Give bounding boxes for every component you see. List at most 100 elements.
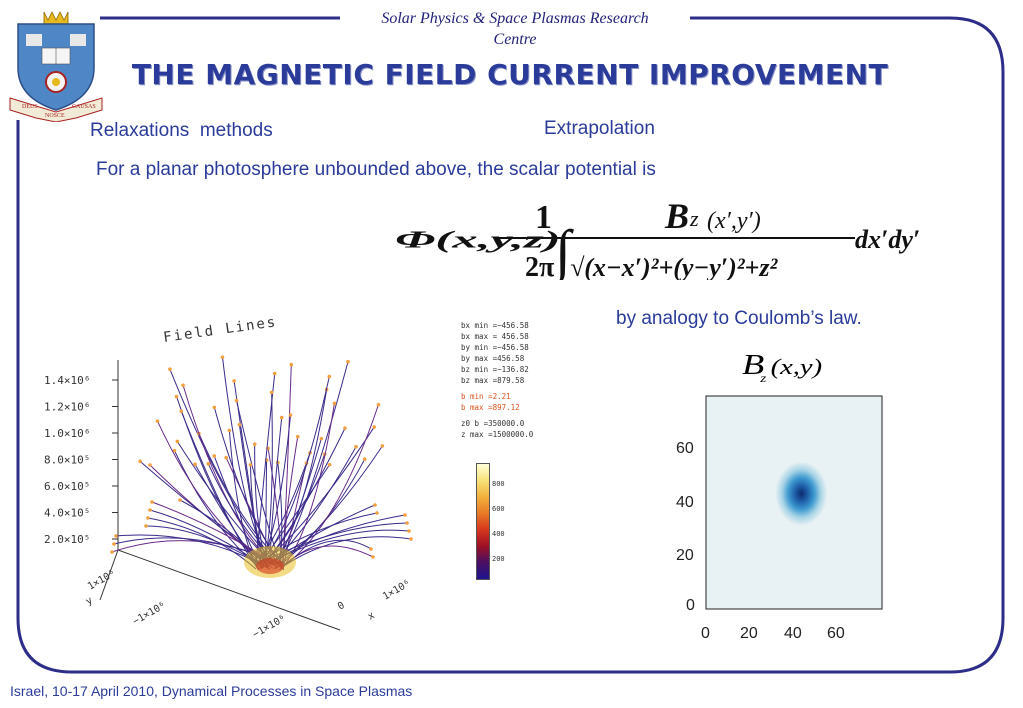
field-line-endpoint	[146, 516, 150, 520]
relaxation-methods-heading: Relaxations methods	[90, 120, 273, 141]
slide-title: THE MAGNETIC FIELD CURRENT IMPROVEMENT	[131, 58, 889, 91]
x-tick: 20	[740, 625, 758, 642]
institution-name: Solar Physics & Space Plasmas Research C…	[350, 8, 680, 50]
field-stat-line: bx max = 456.58	[461, 332, 529, 341]
field-stats-panel: bx min =−456.58 bx max = 456.58 by min =−4…	[461, 320, 533, 440]
y-tick: 40	[676, 494, 694, 511]
field-line-endpoint	[155, 419, 160, 424]
field-line-endpoint	[375, 511, 379, 515]
field-line	[283, 539, 372, 566]
field-line-endpoint	[327, 374, 332, 379]
field-line-endpoint	[148, 508, 152, 512]
x-axis	[117, 549, 341, 631]
x-tick: 60	[827, 625, 845, 642]
field-lines-plot: Field Lines 1.4×10⁶ 1.2×10⁶ 1.0×10⁶ 8.0×10⁵…	[40, 300, 540, 640]
field-line-endpoint	[272, 371, 277, 376]
field-line	[147, 517, 257, 570]
field-line-endpoint	[288, 413, 293, 417]
field-line-endpoint	[181, 383, 185, 388]
field-stat-line: b min =2.21	[461, 392, 511, 401]
z-tick-label: 8.0×10⁵	[44, 454, 90, 467]
svg-text:CAUSAS: CAUSAS	[72, 104, 96, 110]
scalar-potential-formula: Φ(x,y,z) 1 ∫ B z (x′,y′) dx′dy′ 2π √(x−x…	[395, 196, 920, 286]
x-tick: 0	[701, 625, 710, 642]
field-line-endpoint	[179, 409, 184, 414]
field-line-endpoint	[237, 422, 242, 427]
svg-text:DEUS: DEUS	[22, 104, 38, 110]
field-line-endpoint	[220, 355, 225, 360]
magnetic-blob	[775, 461, 828, 526]
field-line-endpoint	[168, 367, 172, 371]
field-line-endpoint	[295, 434, 300, 439]
field-line-endpoint	[362, 457, 367, 461]
field-line-endpoint	[371, 555, 375, 559]
z-tick-label: 1.2×10⁶	[44, 401, 90, 414]
svg-text:Φ(x,y,z): Φ(x,y,z)	[395, 227, 561, 253]
colorbar-ticks: 800 600 400 200	[492, 472, 505, 572]
field-line-endpoint	[112, 542, 116, 546]
y-tick-neg: −1×10⁶	[131, 600, 168, 628]
svg-text:B: B	[664, 200, 689, 236]
field-line-endpoint	[343, 426, 347, 430]
svg-text:√(x−x′)²+(y−y′)²+z²: √(x−x′)²+(y−y′)²+z²	[570, 253, 778, 280]
x-tick: 40	[784, 625, 802, 642]
svg-text:2π: 2π	[525, 252, 555, 280]
svg-text:NOSCE: NOSCE	[45, 113, 65, 119]
colorbar-tick: 600	[492, 505, 505, 513]
field-line-endpoint	[175, 439, 180, 444]
field-line-endpoint	[407, 529, 411, 533]
field-line-endpoint	[369, 547, 373, 551]
scalar-potential-text: For a planar photosphere unbounded above…	[96, 159, 656, 180]
svg-text:(x,y): (x,y)	[771, 354, 823, 379]
svg-text:dx′dy′: dx′dy′	[855, 225, 920, 254]
field-line-endpoint	[206, 461, 211, 466]
field-line-endpoint	[289, 362, 294, 367]
field-line-endpoint	[178, 498, 182, 502]
y-axis	[99, 549, 119, 601]
footpoint-core	[256, 558, 284, 574]
x-tick-pos: 1×10⁶	[381, 578, 413, 603]
colorbar-tick: 800	[492, 480, 505, 488]
field-stat-line: bz max =879.58	[461, 376, 525, 385]
field-stat-line: z max =1500000.0	[461, 430, 534, 439]
field-line-endpoint	[319, 436, 324, 441]
y-axis-label: y	[84, 595, 95, 608]
coulomb-analogy-text: by analogy to Coulomb’s law.	[616, 308, 862, 329]
field-line-endpoint	[150, 500, 154, 504]
field-stat-line: z0 b =350000.0	[461, 419, 525, 428]
colorbar	[476, 463, 490, 580]
field-line-endpoint	[193, 462, 197, 467]
field-line-endpoint	[110, 550, 114, 554]
field-line-endpoint	[252, 442, 257, 446]
field-line-endpoint	[234, 398, 239, 403]
field-lines-title: Field Lines	[162, 314, 278, 346]
bz-heatmap-plot: 60 40 20 0 0 20 40 60	[660, 350, 920, 650]
field-line-endpoint	[372, 425, 376, 429]
z-tick-label: 1.4×10⁶	[44, 374, 90, 387]
field-stat-line: b max =897.12	[461, 403, 520, 412]
field-line-endpoint	[232, 379, 236, 383]
field-line-endpoint	[174, 394, 179, 399]
field-line-endpoint	[138, 459, 142, 464]
svg-text:1: 1	[535, 200, 552, 236]
y-tick: 20	[676, 547, 694, 564]
svg-text:z: z	[689, 206, 699, 231]
z-tick-label: 4.0×10⁵	[44, 507, 90, 520]
svg-text:z: z	[759, 373, 767, 384]
field-line-endpoint	[148, 463, 152, 467]
field-line-endpoint	[380, 444, 385, 448]
field-line-endpoint	[227, 428, 232, 433]
field-stat-line: by min =−456.58	[461, 343, 529, 352]
x-axis-label: x	[366, 610, 377, 623]
field-line-endpoint	[376, 402, 381, 407]
colorbar-tick: 200	[492, 555, 505, 563]
z-tick-label: 6.0×10⁵	[44, 480, 90, 493]
field-line-endpoint	[172, 448, 177, 453]
field-line-endpoint	[403, 513, 407, 517]
field-line-endpoint	[114, 534, 118, 538]
field-line-endpoint	[248, 463, 253, 467]
z-tick-label: 1.0×10⁶	[44, 427, 90, 440]
svg-text:B: B	[742, 350, 764, 381]
field-stat-line: by max =456.58	[461, 354, 525, 363]
